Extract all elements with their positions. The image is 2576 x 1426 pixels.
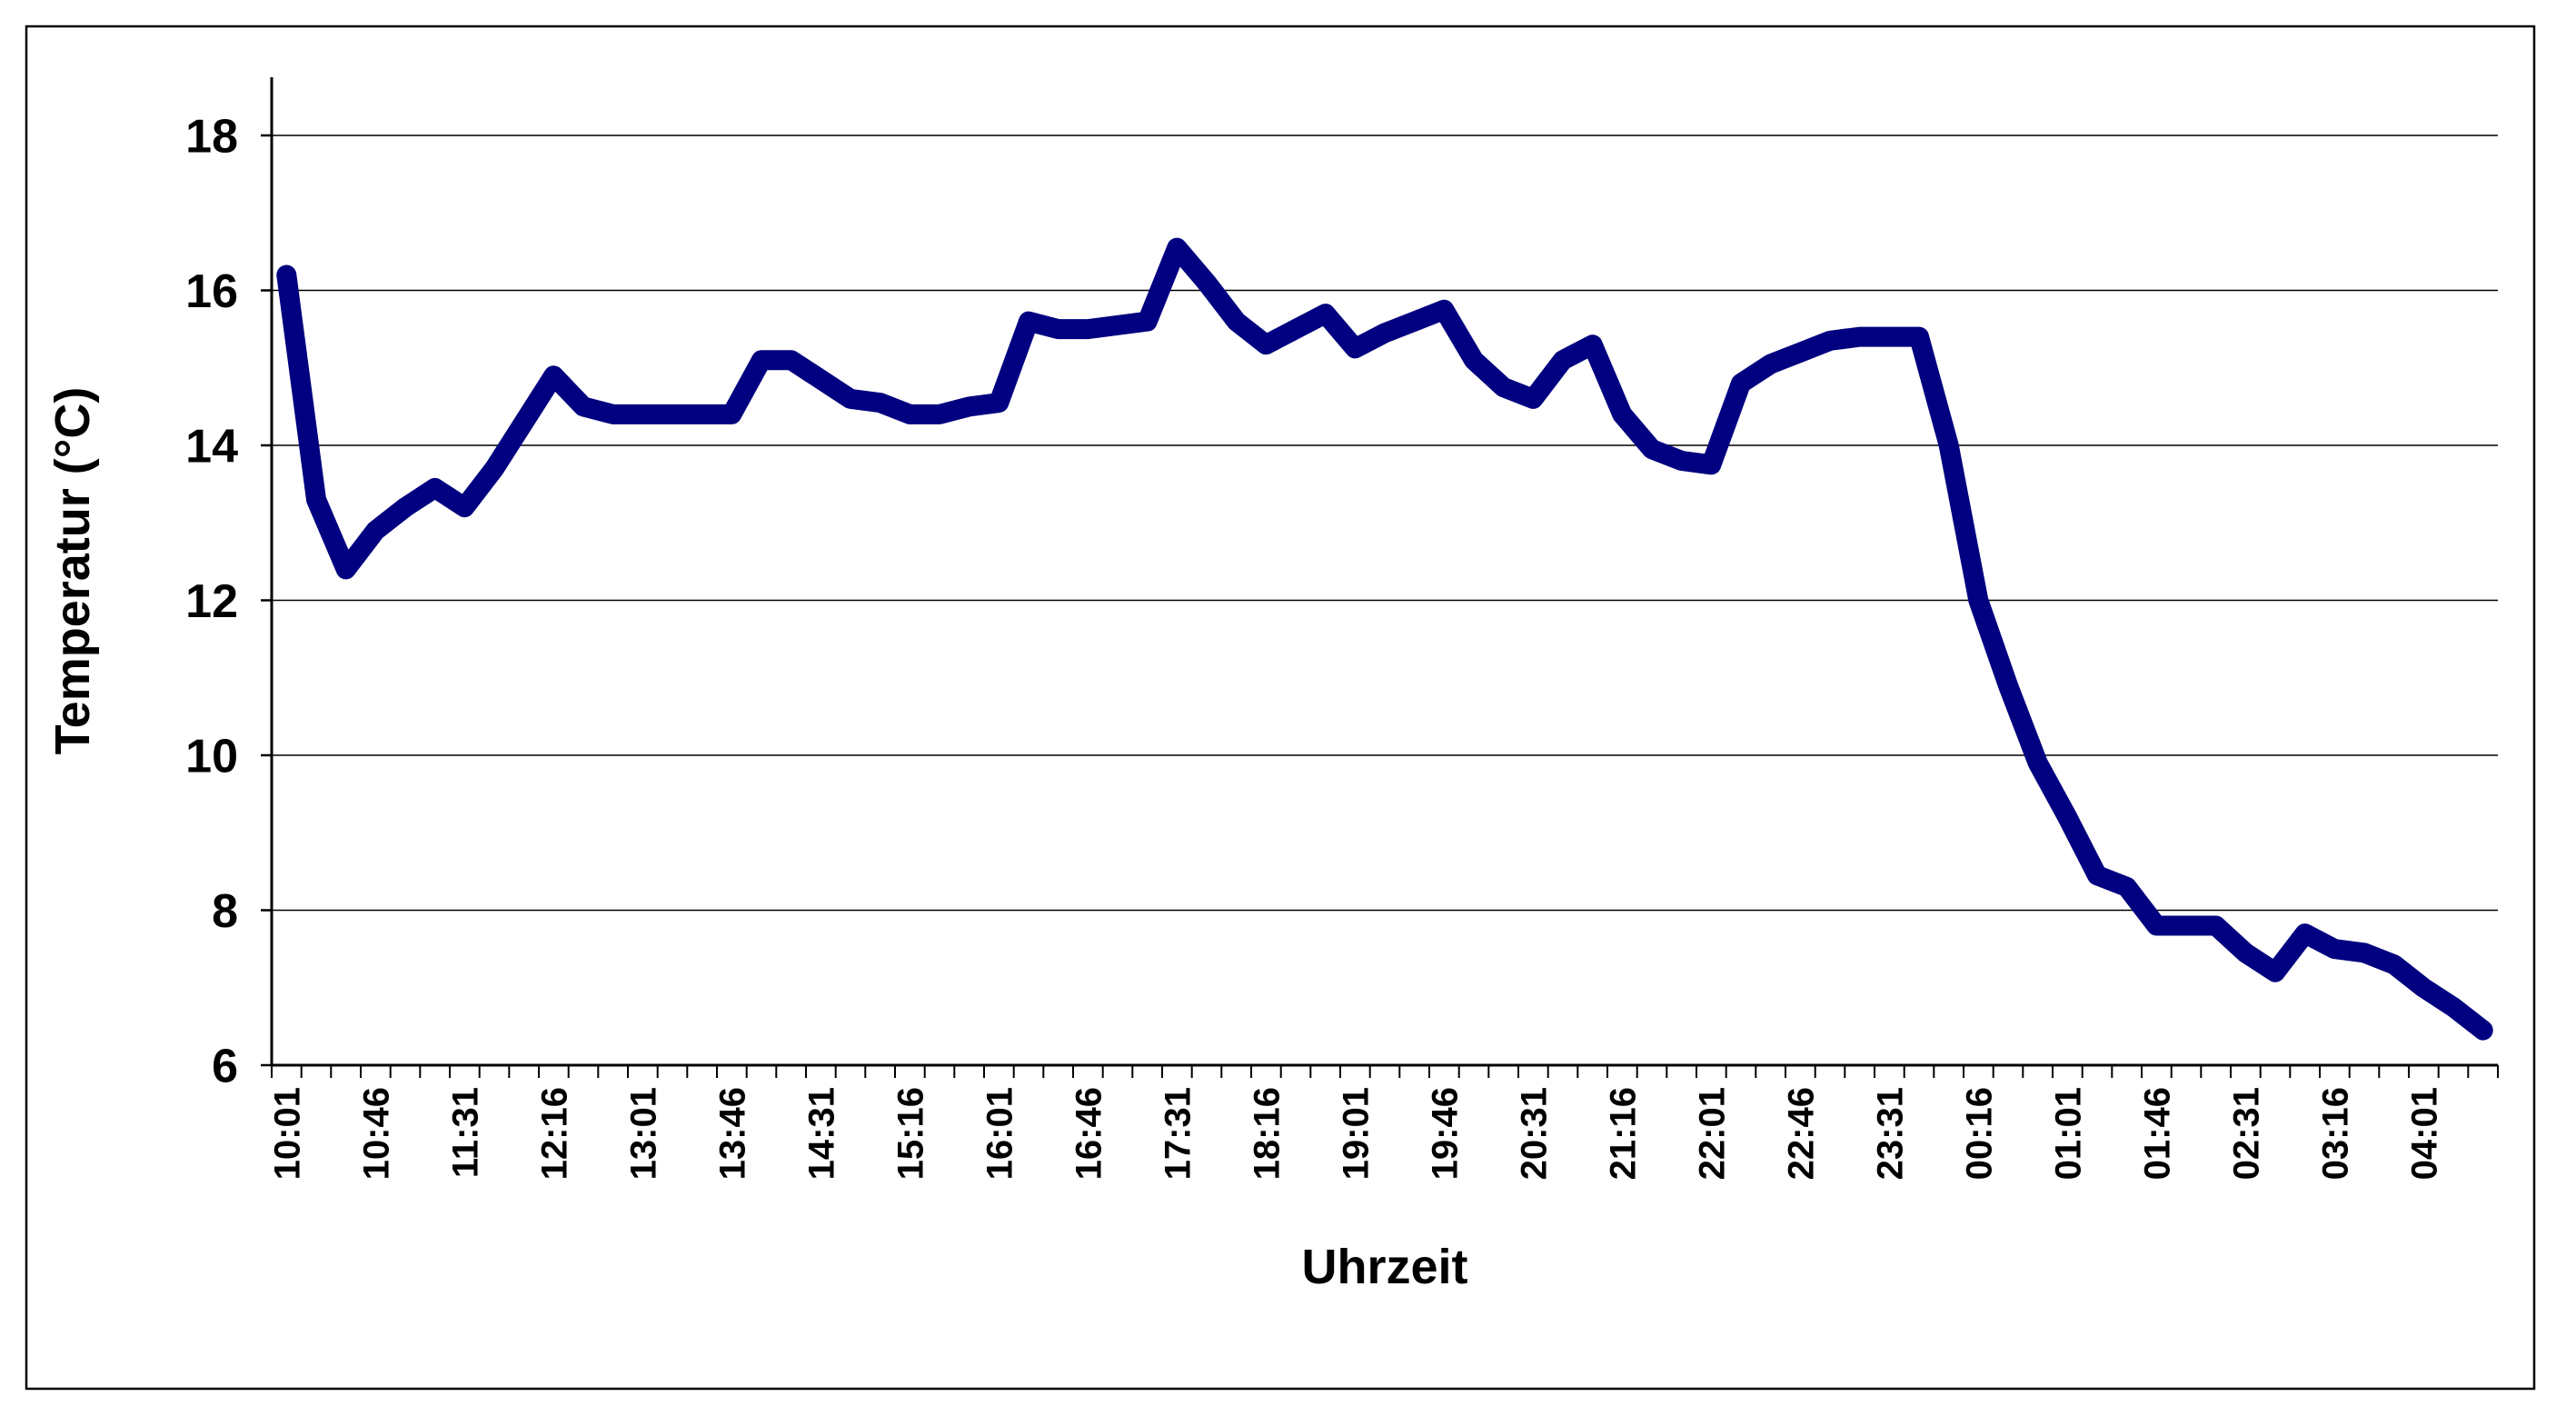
temperature-line (276, 237, 2493, 1041)
y-tick-label: 8 (212, 885, 238, 938)
x-tick-label: 17:31 (1159, 1087, 1198, 1180)
y-tick-label: 10 (185, 731, 238, 783)
x-tick-label: 11:31 (446, 1087, 486, 1178)
x-tick-label: 13:46 (713, 1087, 753, 1180)
x-tick-label: 16:46 (1069, 1087, 1109, 1180)
x-tick-label: 15:16 (891, 1087, 931, 1180)
temperature-series-line (276, 237, 2493, 1041)
x-tick-label: 02:31 (2227, 1087, 2267, 1180)
x-tick-label: 12:16 (535, 1087, 575, 1180)
x-tick-label: 10:01 (268, 1087, 308, 1180)
axes (270, 77, 2498, 1067)
chart-border-frame (25, 25, 2536, 1391)
x-tick-label: 01:01 (2049, 1087, 2089, 1180)
x-tick-label: 19:46 (1426, 1087, 1466, 1180)
x-tick-label: 22:46 (1782, 1087, 1822, 1180)
x-tick-label: 23:31 (1871, 1087, 1911, 1180)
y-tick-label: 6 (212, 1041, 238, 1093)
tick-marks (261, 134, 2499, 1078)
y-axis-title: Temperatur (°C) (45, 387, 100, 755)
x-tick-label: 01:46 (2138, 1087, 2178, 1180)
x-tick-label: 18:16 (1248, 1087, 1288, 1180)
x-axis-title: Uhrzeit (1301, 1240, 1467, 1294)
x-tick-label: 04:01 (2405, 1087, 2445, 1180)
x-tick-label: 00:16 (1960, 1087, 2000, 1180)
x-tick-label: 21:16 (1604, 1087, 1644, 1180)
x-tick-label: 19:01 (1337, 1087, 1377, 1180)
x-tick-label: 13:01 (624, 1087, 664, 1180)
gridlines (272, 135, 2498, 912)
x-tick-label: 10:46 (357, 1087, 397, 1180)
y-tick-label: 12 (185, 575, 238, 628)
x-tick-label: 22:01 (1693, 1087, 1733, 1180)
x-tick-label: 16:01 (980, 1087, 1020, 1180)
y-tick-label: 14 (185, 421, 238, 474)
y-tick-label: 16 (185, 265, 238, 318)
x-tick-label: 14:31 (802, 1087, 842, 1180)
y-tick-label: 18 (185, 111, 238, 164)
x-tick-label: 20:31 (1515, 1087, 1555, 1180)
x-tick-label: 03:16 (2316, 1087, 2356, 1180)
tick-labels: 6 8 10 12 14 16 18 10:01 10:46 11:31 12:16 13:01 13:… (185, 111, 2445, 1181)
